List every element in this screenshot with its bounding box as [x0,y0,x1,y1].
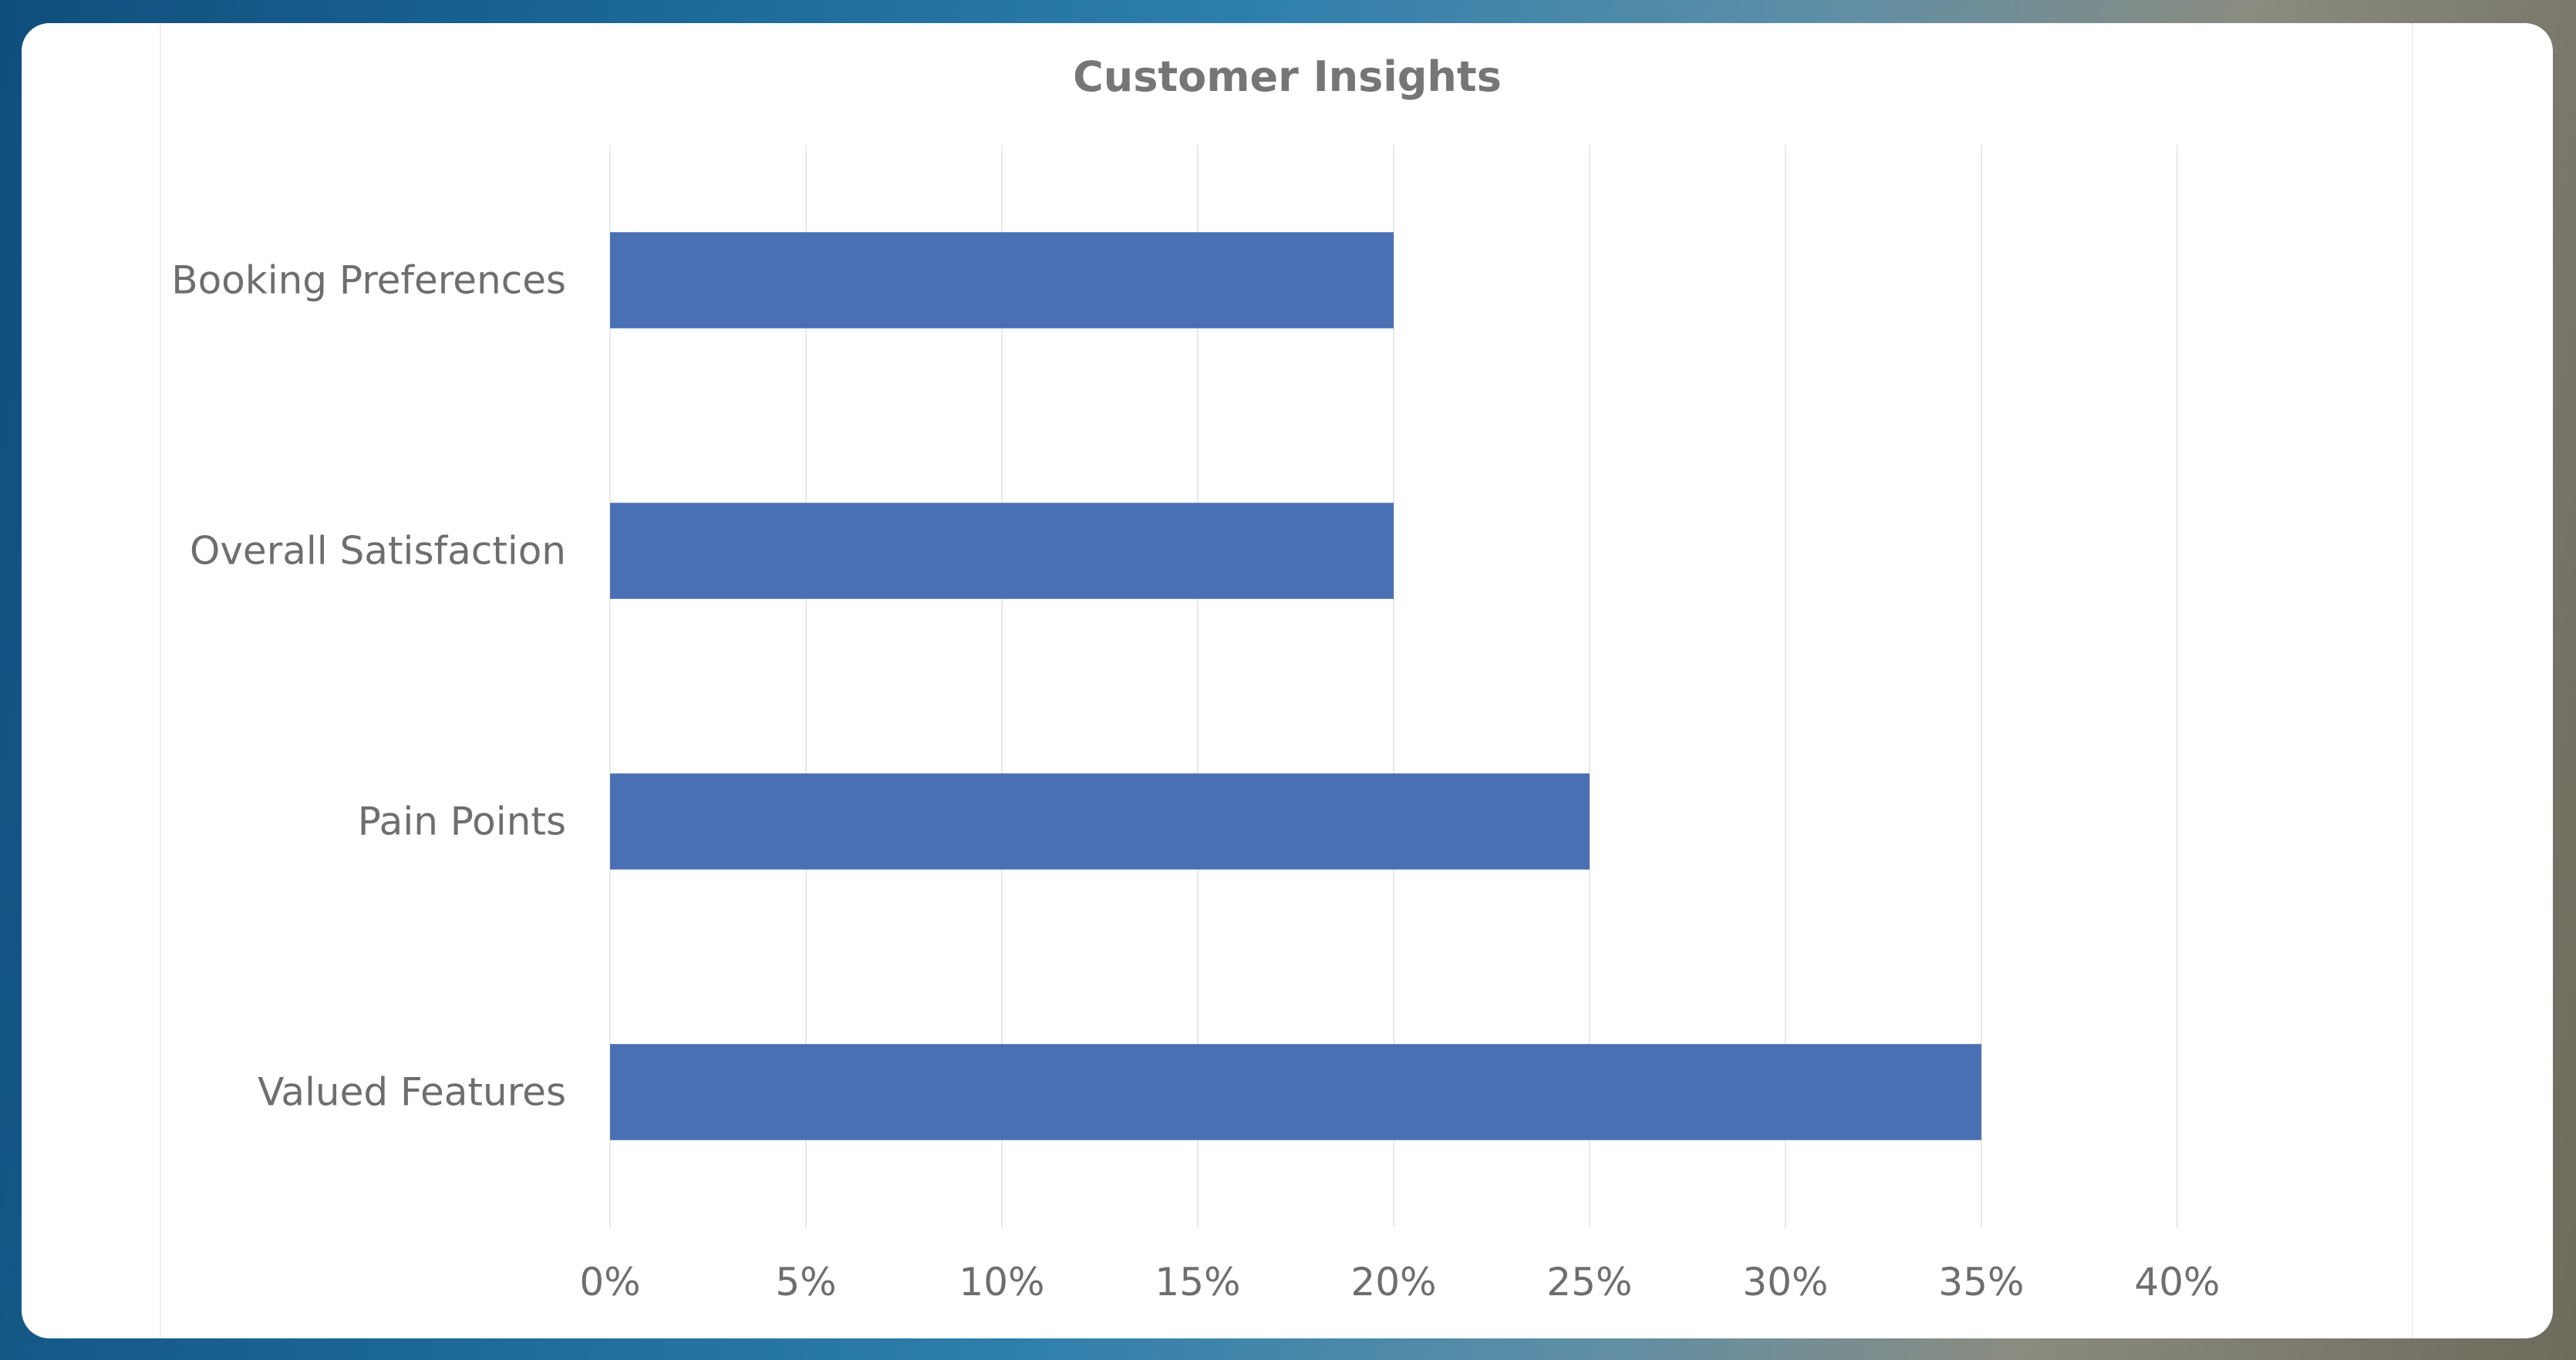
category-labels: Booking Preferences Overall Satisfaction P… [171,258,566,1115]
x-tick-label: 35% [1938,1260,2024,1304]
x-tick-label: 30% [1742,1260,1828,1304]
x-tick-label: 25% [1546,1260,1632,1304]
bars [610,232,1981,1140]
category-label: Overall Satisfaction [190,529,566,574]
category-label: Booking Preferences [171,258,566,303]
bar [610,503,1394,599]
x-tick-label: 5% [775,1260,836,1304]
x-tick-label: 10% [959,1260,1044,1304]
x-tick-label: 40% [2134,1260,2220,1304]
chart-title: Customer Insights [1073,52,1502,101]
x-tick-label: 15% [1155,1260,1240,1304]
bar-chart: Customer Insights Booking Preferences Ove… [160,23,2413,1338]
chart-card: Customer Insights Booking Preferences Ove… [22,23,2553,1338]
bar [610,232,1394,328]
category-label: Pain Points [358,800,566,844]
bar [610,1044,1981,1140]
category-label: Valued Features [258,1070,566,1115]
bar [610,773,1590,870]
x-tick-label: 20% [1350,1260,1436,1304]
x-tick-label: 0% [579,1260,640,1304]
x-axis-tick-labels: 0% 5% 10% 15% 20% 25% 30% 35% 40% [579,1260,2220,1304]
